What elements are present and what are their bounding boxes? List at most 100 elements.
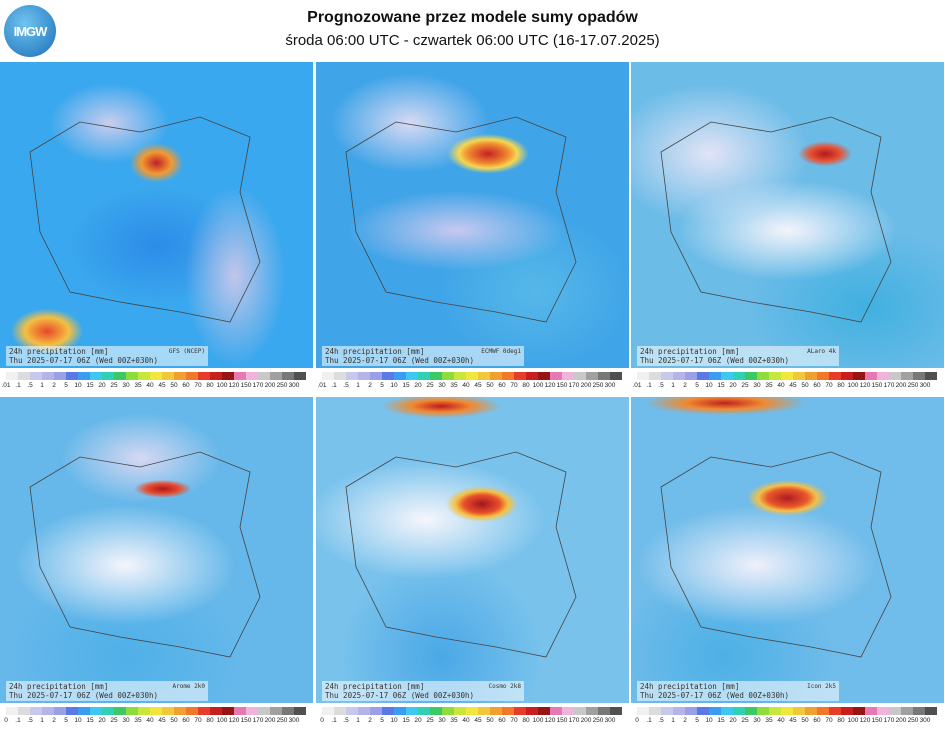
color-swatch <box>210 372 222 380</box>
colorbar-label: 10 <box>74 382 82 389</box>
color-swatch <box>358 372 370 380</box>
colorbar-label: 100 <box>216 382 228 389</box>
precip-map: 24h precipitation [mm] Thu 2025-07-17 06Z… <box>631 62 944 368</box>
color-swatch <box>246 707 258 715</box>
colorbar-label: 300 <box>288 717 300 724</box>
color-swatch <box>550 707 562 715</box>
colorbar-label: 45 <box>158 717 166 724</box>
colorbar-label: .1 <box>15 382 21 389</box>
colorbar-label: 150 <box>871 717 883 724</box>
colorbar-label: 5 <box>380 382 384 389</box>
colorbar-label: 60 <box>813 717 821 724</box>
colorbar-label: .01 <box>1 382 11 389</box>
color-swatch <box>270 372 282 380</box>
color-swatch <box>370 372 382 380</box>
valid-time: Thu 2025-07-17 06Z (Wed 00Z+030h) <box>325 691 475 700</box>
color-swatch <box>442 372 454 380</box>
color-swatch <box>54 372 66 380</box>
color-swatch <box>661 372 673 380</box>
color-swatch <box>430 707 442 715</box>
color-swatch <box>418 707 430 715</box>
colorbar-label: 0 <box>320 717 324 724</box>
color-swatch <box>925 707 937 715</box>
color-swatch <box>222 372 234 380</box>
colorbar-label: 2 <box>52 717 56 724</box>
colorbar-label: 20 <box>729 382 737 389</box>
color-swatch <box>538 707 550 715</box>
colorbar-label: 50 <box>170 382 178 389</box>
color-swatch <box>406 372 418 380</box>
colorbar-label: 35 <box>450 717 458 724</box>
country-borders <box>29 116 261 323</box>
colorbar-label: 50 <box>486 717 494 724</box>
colorbar-label: 120 <box>859 382 871 389</box>
colorbar-label: 35 <box>765 382 773 389</box>
colorbar-label: 15 <box>717 382 725 389</box>
color-swatch <box>526 372 538 380</box>
colorbar-label: 170 <box>252 717 264 724</box>
color-swatch <box>270 707 282 715</box>
colorbar-label: 80 <box>522 717 530 724</box>
color-swatch <box>721 372 733 380</box>
border-line <box>345 116 577 323</box>
colorbar-label: 60 <box>182 717 190 724</box>
color-swatch <box>346 372 358 380</box>
model-name: ALaro 4k <box>807 348 836 355</box>
precip-map: 24h precipitation [mm] Thu 2025-07-17 06Z… <box>631 397 944 703</box>
color-swatch <box>829 372 841 380</box>
color-swatch <box>574 707 586 715</box>
color-swatch <box>454 707 466 715</box>
color-swatch <box>346 707 358 715</box>
colorbar-label: 5 <box>695 717 699 724</box>
color-swatch <box>114 372 126 380</box>
colorbar-label: 25 <box>110 382 118 389</box>
colorbar-label: 80 <box>522 382 530 389</box>
color-swatch <box>282 372 294 380</box>
color-swatch <box>282 707 294 715</box>
color-swatch <box>42 707 54 715</box>
colorbar-label: 1 <box>40 382 44 389</box>
color-swatch <box>781 707 793 715</box>
colorbar-label: 300 <box>919 717 931 724</box>
colorbar-label: 5 <box>380 717 384 724</box>
color-swatch <box>66 707 78 715</box>
colorbar: .01.1.5 1 2 5 10 15 20 25 30 35 40 45 50 60 70 80 100 120… <box>631 368 944 398</box>
colorbar-label: 45 <box>789 717 797 724</box>
map-label: 24h precipitation [mm] Thu 2025-07-17 06Z… <box>6 681 208 701</box>
colorbar-label: 100 <box>532 382 544 389</box>
colorbar-label: 70 <box>825 717 833 724</box>
model-panel: 24h precipitation [mm] Thu 2025-07-17 06Z… <box>316 62 629 398</box>
colorbar-label: 300 <box>288 382 300 389</box>
country-borders <box>345 116 577 323</box>
color-swatch <box>466 372 478 380</box>
color-swatch <box>685 372 697 380</box>
color-swatch <box>889 372 901 380</box>
color-swatch <box>6 707 18 715</box>
color-swatch <box>198 372 210 380</box>
color-swatch <box>334 372 346 380</box>
color-swatch <box>925 372 937 380</box>
color-swatch <box>661 707 673 715</box>
color-swatch <box>649 372 661 380</box>
country-borders <box>660 116 892 323</box>
color-swatch <box>358 707 370 715</box>
color-swatch <box>322 707 334 715</box>
color-swatch <box>66 372 78 380</box>
color-swatch <box>538 372 550 380</box>
colorbar-label: 5 <box>64 382 68 389</box>
color-swatch <box>637 707 649 715</box>
colorbar-label: 150 <box>240 382 252 389</box>
colorbar-label: 1 <box>671 382 675 389</box>
color-swatch <box>913 372 925 380</box>
valid-time: Thu 2025-07-17 06Z (Wed 00Z+030h) <box>640 356 790 365</box>
border-line <box>660 116 892 323</box>
color-swatch <box>793 707 805 715</box>
color-swatch <box>174 707 186 715</box>
color-swatch <box>709 707 721 715</box>
color-swatch <box>150 707 162 715</box>
color-swatch <box>18 372 30 380</box>
precip-map: 24h precipitation [mm] Thu 2025-07-17 06Z… <box>316 62 629 368</box>
color-swatch <box>258 707 270 715</box>
colorbar-label: 20 <box>729 717 737 724</box>
color-swatch <box>90 707 102 715</box>
